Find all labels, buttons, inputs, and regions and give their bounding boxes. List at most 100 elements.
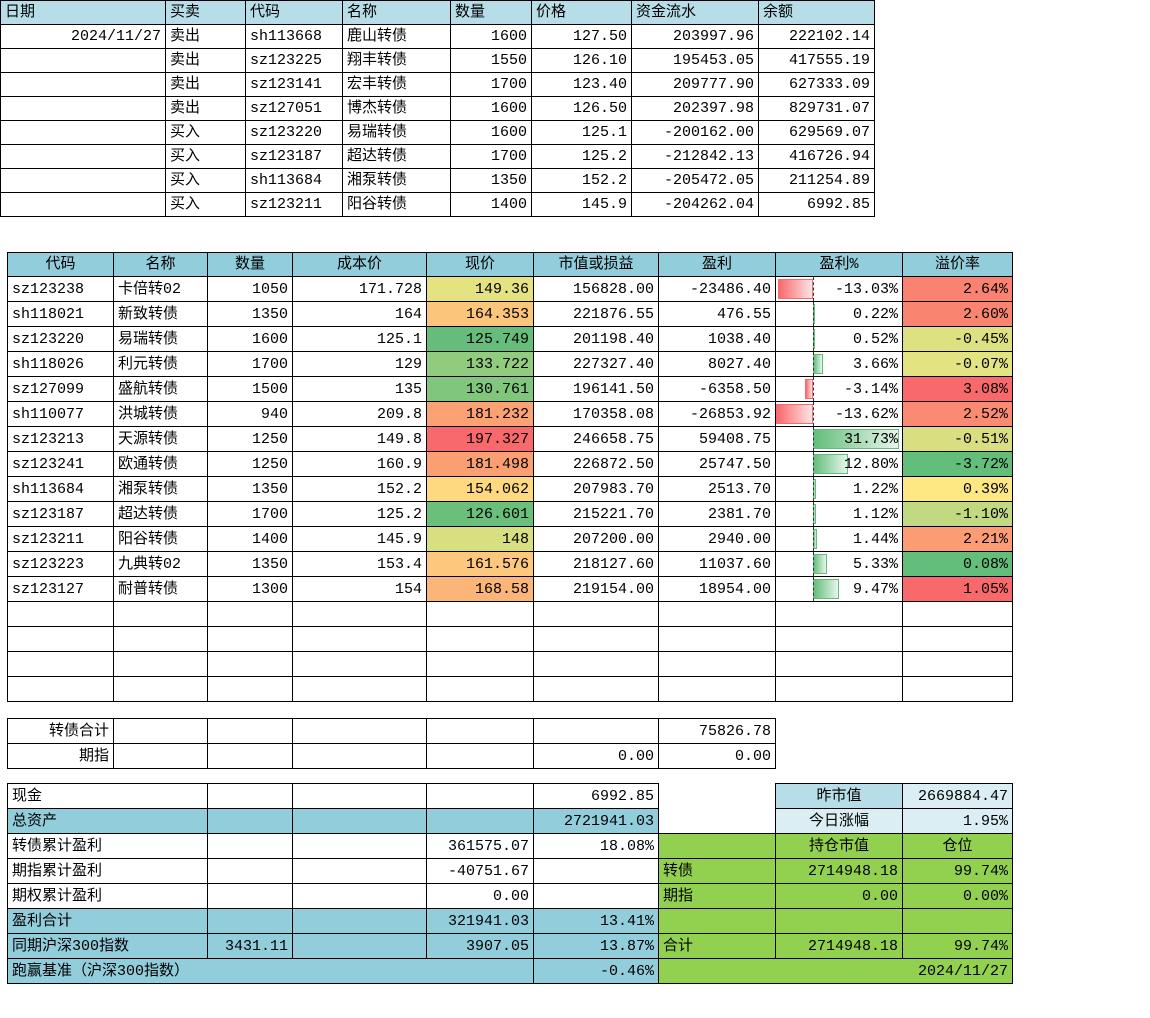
empty-cell: [658, 651, 776, 677]
empty-cell: [292, 626, 427, 652]
summary-cell: [207, 718, 293, 744]
empty-cell: [775, 626, 903, 652]
empty-cell: [207, 651, 293, 677]
holding-cell: 12.80%: [775, 451, 903, 477]
trade-cell: 卖出: [165, 96, 246, 121]
holding-cell: 154: [292, 576, 427, 602]
holding-cell: 148: [426, 526, 534, 552]
summary-cell: 6992.85: [533, 783, 659, 809]
holding-cell: 1.05%: [902, 576, 1013, 602]
holding-cell: 156828.00: [533, 276, 659, 302]
summary-cell: [113, 743, 208, 769]
trade-cell: 416726.94: [758, 144, 875, 169]
trade-cell: sz123220: [245, 120, 343, 145]
position-cell: [775, 908, 903, 934]
data-bar-axis: [813, 502, 814, 526]
position-label: 转债: [658, 858, 776, 884]
holding-cell: 天源转债: [113, 426, 208, 452]
summary-cell: [292, 883, 427, 909]
holding-cell: 3.66%: [775, 351, 903, 377]
summary-cell: [207, 908, 293, 934]
data-bar-axis: [813, 527, 814, 551]
holding-cell: 1050: [207, 276, 293, 302]
summary-cell: 2024/11/27: [658, 958, 1013, 984]
trade-cell: 卖出: [165, 48, 246, 73]
summary-cell: -40751.67: [426, 858, 534, 884]
holding-cell: -3.14%: [775, 376, 903, 402]
summary-cell: [292, 833, 427, 859]
holding-cell: 3.08%: [902, 376, 1013, 402]
summary-label: 期指累计盈利: [7, 858, 208, 884]
summary-cell: [292, 858, 427, 884]
holding-cell: 0.39%: [902, 476, 1013, 502]
holding-cell: 125.1: [292, 326, 427, 352]
holding-cell: 59408.75: [658, 426, 776, 452]
empty-cell: [207, 601, 293, 627]
trade-cell: -204262.04: [631, 192, 759, 217]
holding-cell: 湘泵转债: [113, 476, 208, 502]
holding-cell: 1350: [207, 301, 293, 327]
data-bar-axis: [813, 427, 814, 451]
holding-cell: 226872.50: [533, 451, 659, 477]
summary-cell: [533, 858, 659, 884]
holding-cell: 5.33%: [775, 551, 903, 577]
summary-cell: [426, 718, 534, 744]
holding-cell: 135: [292, 376, 427, 402]
trade-cell: sz123141: [245, 72, 343, 97]
empty-cell: [113, 676, 208, 702]
holding-cell: 145.9: [292, 526, 427, 552]
empty-cell: [426, 676, 534, 702]
holding-cell: 1300: [207, 576, 293, 602]
trade-cell: 125.2: [531, 144, 632, 169]
header-cell: 代码: [7, 252, 114, 277]
empty-cell: [113, 651, 208, 677]
position-cell: 2669884.47: [902, 783, 1013, 809]
header-cell: 价格: [531, 0, 632, 25]
trade-cell: [0, 192, 166, 217]
trade-cell: 卖出: [165, 24, 246, 49]
summary-label: 同期沪深300指数: [7, 933, 208, 959]
holding-cell: 125.749: [426, 326, 534, 352]
header-cell: 名称: [113, 252, 208, 277]
trade-cell: 829731.07: [758, 96, 875, 121]
summary-cell: [207, 883, 293, 909]
holding-cell: 耐普转债: [113, 576, 208, 602]
holding-cell: 130.761: [426, 376, 534, 402]
holding-cell: 940: [207, 401, 293, 427]
holding-cell: 九典转02: [113, 551, 208, 577]
holding-cell: sz123241: [7, 451, 114, 477]
trade-cell: 超达转债: [342, 144, 451, 169]
summary-cell: 转债合计: [7, 718, 114, 744]
holding-cell: 153.4: [292, 551, 427, 577]
holding-cell: -0.45%: [902, 326, 1013, 352]
trade-cell: sh113668: [245, 24, 343, 49]
empty-cell: [533, 651, 659, 677]
summary-cell: 2721941.03: [533, 808, 659, 834]
holding-cell: 2381.70: [658, 501, 776, 527]
holding-cell: 154.062: [426, 476, 534, 502]
trade-cell: 1700: [450, 144, 532, 169]
holding-cell: 1400: [207, 526, 293, 552]
summary-cell: [207, 808, 293, 834]
trade-cell: sz127051: [245, 96, 343, 121]
empty-cell: [658, 676, 776, 702]
trade-cell: [0, 144, 166, 169]
holding-cell: 2.21%: [902, 526, 1013, 552]
header-cell: 市值或损益: [533, 252, 659, 277]
header-cell: 成本价: [292, 252, 427, 277]
holding-cell: 196141.50: [533, 376, 659, 402]
data-bar-axis: [813, 402, 814, 426]
trade-cell: 222102.14: [758, 24, 875, 49]
holding-cell: 新致转债: [113, 301, 208, 327]
summary-cell: [426, 808, 534, 834]
holding-cell: -26853.92: [658, 401, 776, 427]
holding-cell: 2.60%: [902, 301, 1013, 327]
empty-cell: [533, 626, 659, 652]
holding-cell: 161.576: [426, 551, 534, 577]
trade-cell: 211254.89: [758, 168, 875, 193]
trade-cell: 博杰转债: [342, 96, 451, 121]
summary-cell: [292, 908, 427, 934]
data-bar: [776, 404, 813, 424]
holding-cell: 2940.00: [658, 526, 776, 552]
